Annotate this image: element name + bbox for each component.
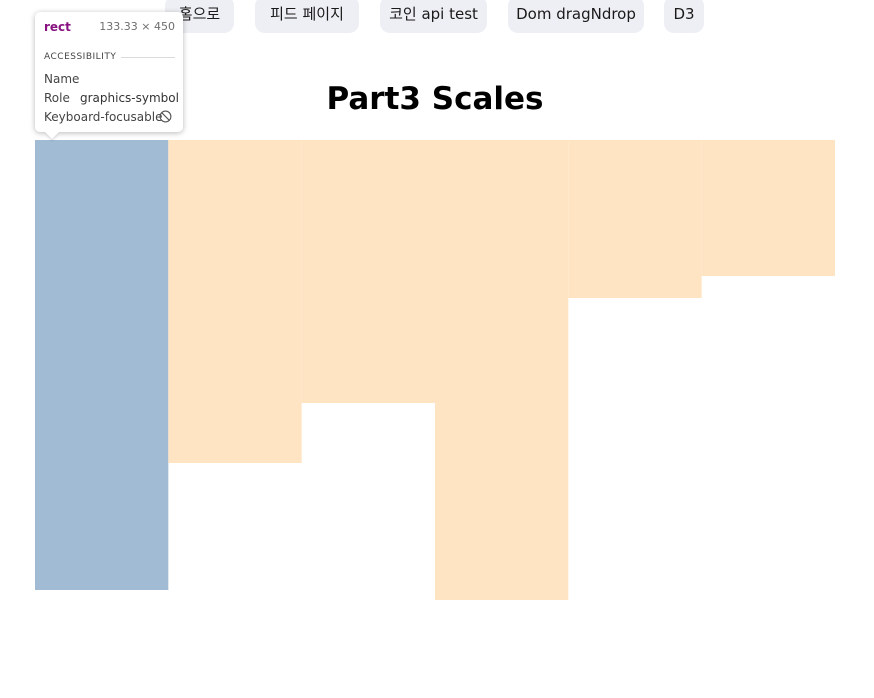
- tooltip-pointer: [45, 132, 59, 139]
- nav-feed-button[interactable]: 피드 페이지: [255, 0, 359, 33]
- nav-coin-api-button[interactable]: 코인 api test: [380, 0, 487, 33]
- page-title: Part3 Scales: [326, 81, 544, 117]
- tooltip-name-label: Name: [44, 72, 80, 86]
- devtools-inspect-tooltip: rect 133.33 × 450 ACCESSIBILITY Name Rol…: [35, 12, 183, 139]
- tooltip-tag-name: rect: [44, 20, 71, 34]
- bar-3: [301, 140, 435, 403]
- tooltip-role-label: Role: [44, 91, 70, 105]
- tooltip-accessibility-heading: ACCESSIBILITY: [44, 52, 117, 62]
- tooltip-header: rect 133.33 × 450: [44, 20, 175, 36]
- top-nav: 홈으로 피드 페이지 코인 api test Dom dragNdrop D3: [0, 0, 874, 34]
- bar-5: [568, 140, 702, 298]
- bar-6: [701, 140, 835, 276]
- tooltip-element-size: 133.33 × 450: [99, 20, 175, 33]
- bar-4: [435, 140, 569, 600]
- tooltip-focusable-label: Keyboard-focusable: [44, 110, 163, 124]
- bar-2: [168, 140, 302, 463]
- tooltip-role-value: graphics-symbol: [80, 91, 179, 105]
- nav-d3-button[interactable]: D3: [664, 0, 704, 33]
- bar-chart: [35, 140, 835, 600]
- tooltip-divider: [121, 57, 175, 58]
- bar-1: [35, 140, 169, 590]
- nav-dom-dragndrop-button[interactable]: Dom dragNdrop: [508, 0, 644, 33]
- blocked-icon: [159, 110, 172, 123]
